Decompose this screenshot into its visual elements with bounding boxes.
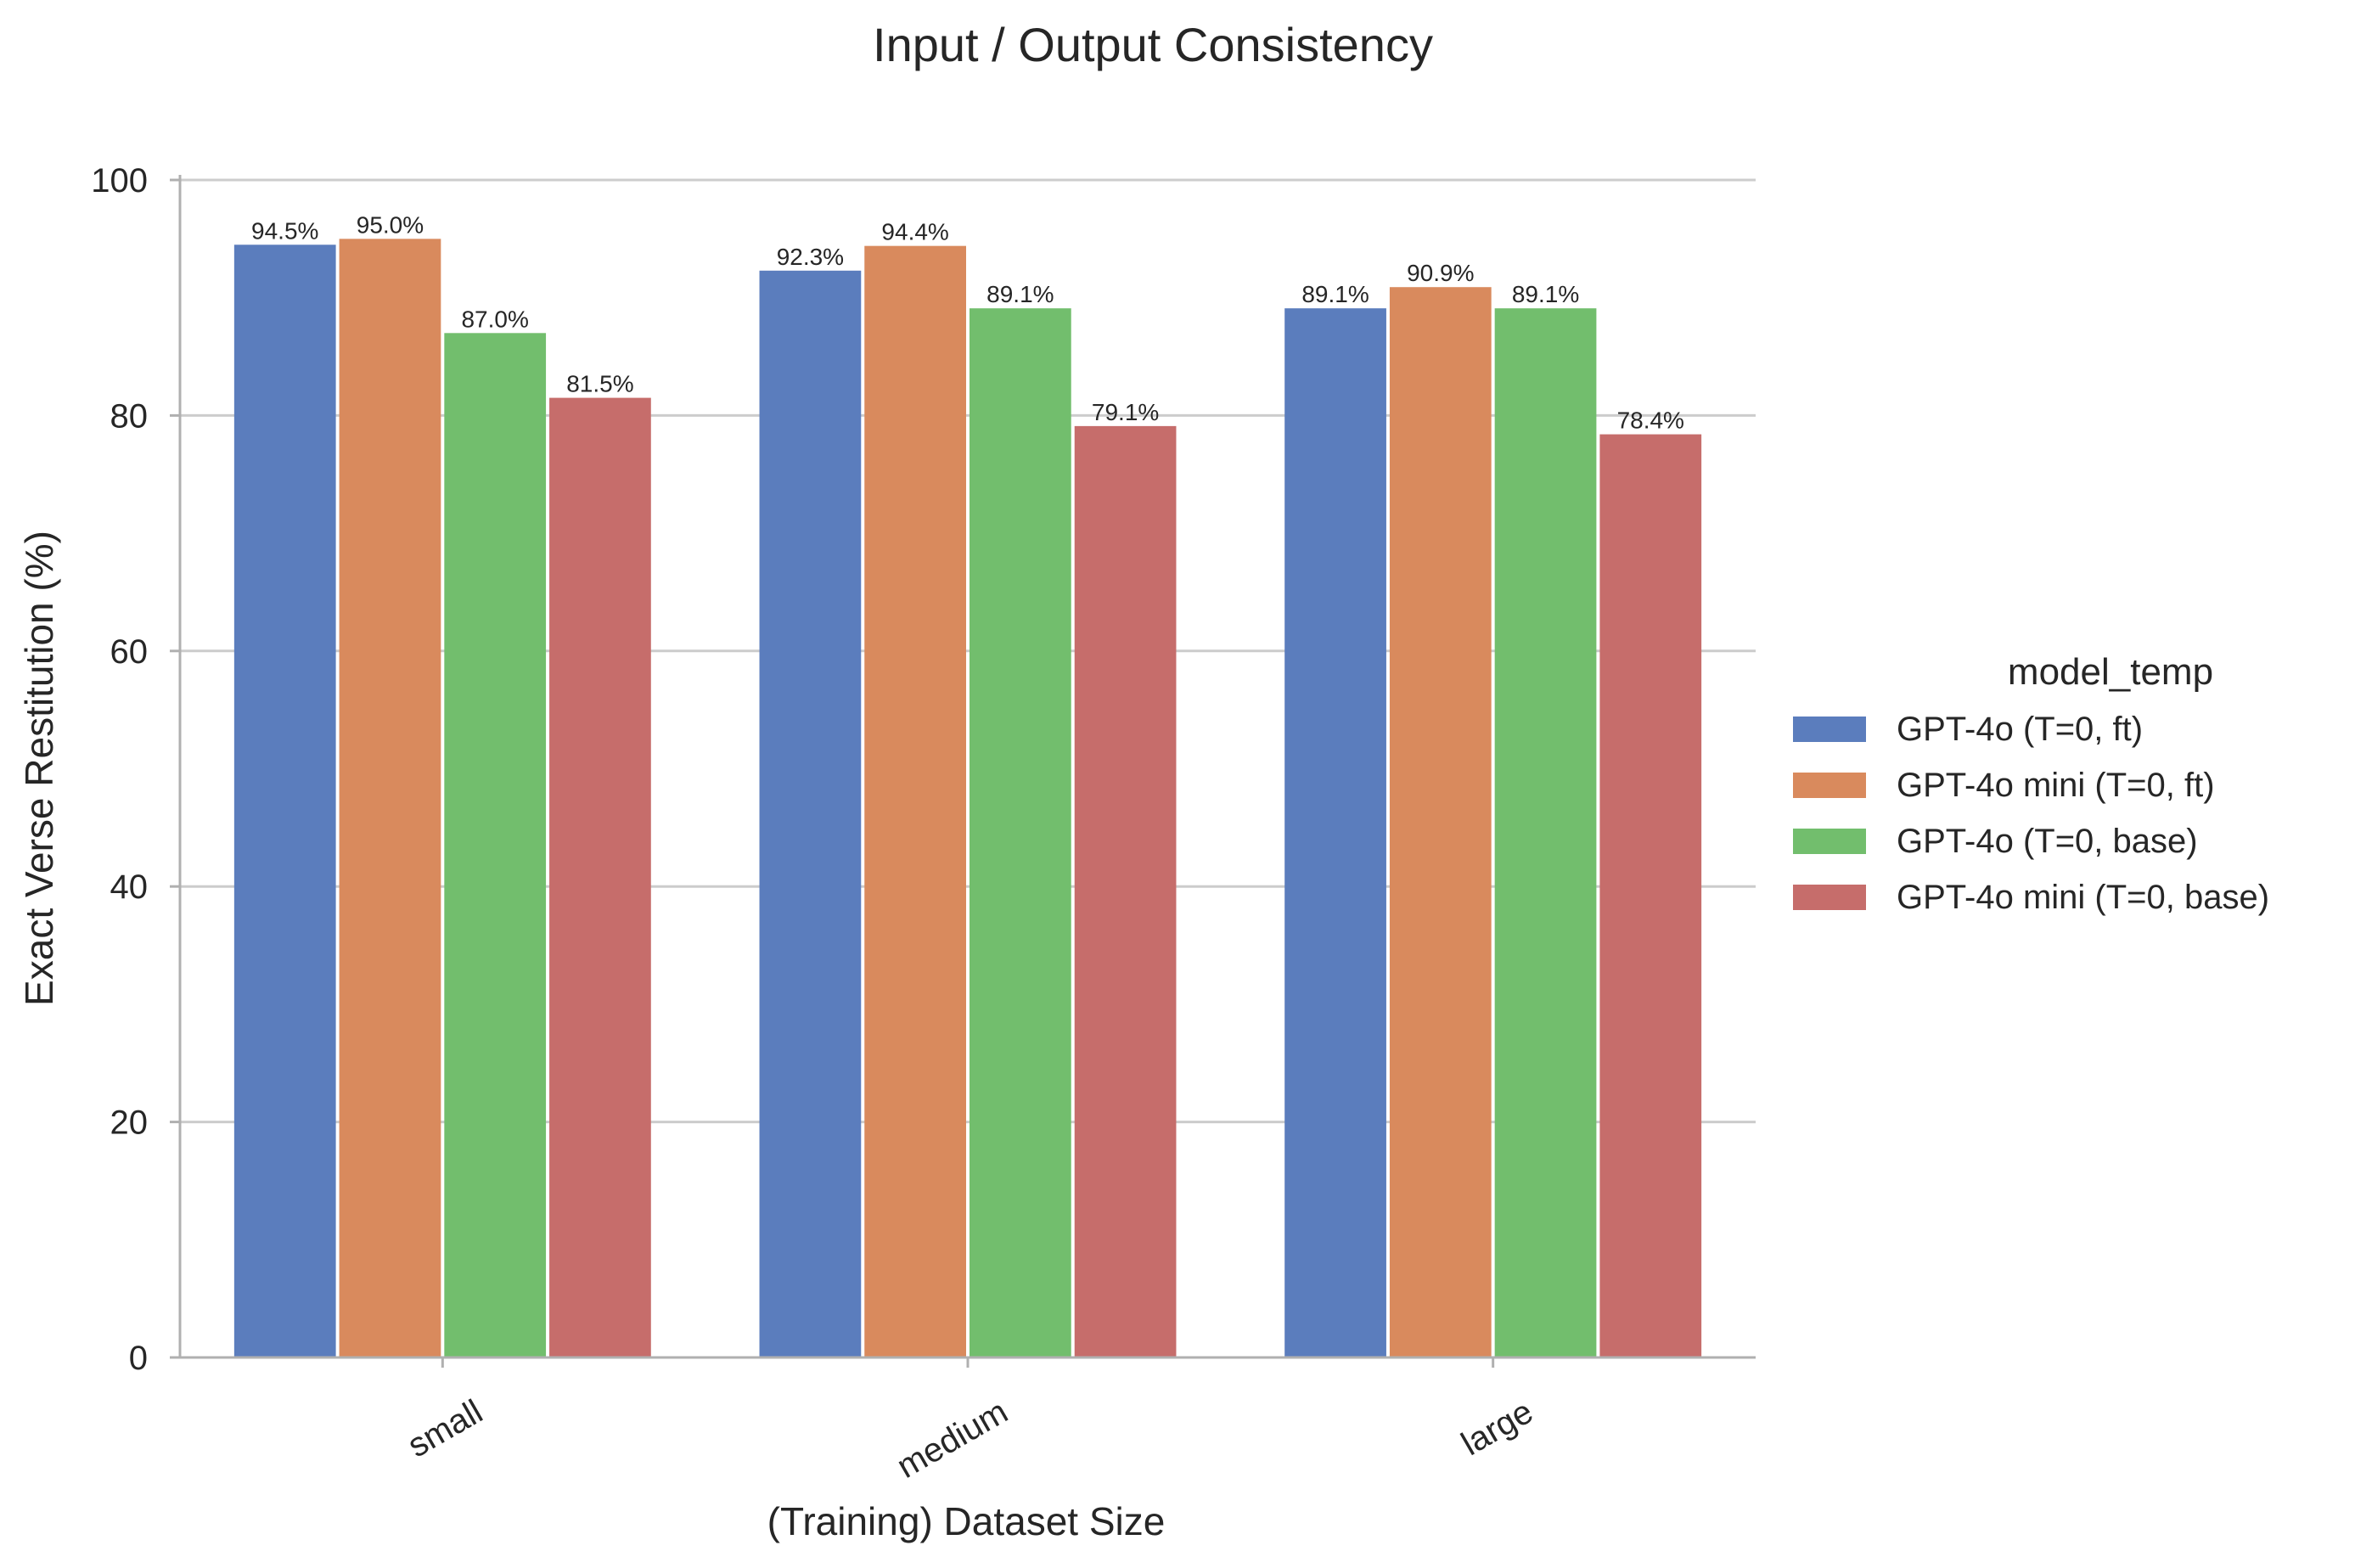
bar-value-label: 89.1%	[1512, 281, 1579, 307]
bar	[1389, 287, 1492, 1357]
x-tick-label: large	[1455, 1393, 1539, 1464]
legend-swatch	[1793, 773, 1866, 798]
bars	[233, 239, 1702, 1358]
bar-value-label: 94.5%	[251, 217, 318, 244]
y-tick-label: 80	[110, 397, 149, 435]
bar-value-label: 89.1%	[1301, 281, 1369, 307]
bar-labels: 94.5% 95.0% 87.0% 81.5% 92.3% 94.4% 89.1% 79.1%…	[251, 211, 1684, 433]
x-axis-label: (Training) Dataset Size	[767, 1499, 1166, 1543]
bar	[339, 239, 441, 1358]
bar	[1599, 434, 1702, 1357]
bar-value-label: 78.4%	[1617, 407, 1684, 434]
x-tick-label: small	[402, 1393, 489, 1465]
bar	[1284, 308, 1386, 1358]
legend-label: GPT-4o mini (T=0, base)	[1897, 879, 2269, 916]
bar-value-label: 90.9%	[1407, 260, 1474, 286]
y-tick-label: 100	[91, 162, 148, 200]
legend-swatch	[1793, 717, 1866, 742]
bar	[759, 270, 862, 1357]
x-tick-label: medium	[891, 1393, 1014, 1486]
y-tick-label: 0	[129, 1340, 148, 1377]
bar	[970, 308, 1071, 1358]
legend-label: GPT-4o (T=0, base)	[1897, 823, 2198, 860]
bar-value-label: 81.5%	[566, 371, 633, 397]
chart-title: Input / Output Consistency	[873, 18, 1433, 71]
bar-value-label: 79.1%	[1092, 399, 1159, 425]
legend-label: GPT-4o (T=0, ft)	[1897, 711, 2143, 748]
bar	[1494, 308, 1597, 1358]
y-tick-labels: 0 20 40 60 80 100	[91, 162, 180, 1377]
y-tick-label: 60	[110, 633, 149, 671]
bar	[549, 397, 651, 1358]
bar-value-label: 89.1%	[986, 281, 1054, 307]
bar-value-label: 92.3%	[777, 244, 844, 270]
bar-value-label: 95.0%	[357, 211, 424, 238]
legend-swatch	[1793, 829, 1866, 854]
bar	[444, 333, 547, 1357]
y-tick-label: 40	[110, 868, 149, 906]
legend-swatch	[1793, 885, 1866, 910]
y-tick-label: 20	[110, 1104, 149, 1142]
bar	[864, 245, 966, 1357]
x-tick-labels: small medium large	[402, 1357, 1539, 1486]
grid-lines	[180, 178, 1756, 1124]
legend-title: model_temp	[2008, 651, 2213, 693]
bar	[233, 244, 336, 1357]
bar	[1074, 425, 1177, 1357]
legend: model_temp GPT-4o (T=0, ft) GPT-4o mini (…	[1793, 651, 2269, 916]
y-axis-label: Exact Verse Restitution (%)	[17, 531, 61, 1006]
legend-label: GPT-4o mini (T=0, ft)	[1897, 767, 2215, 804]
bar-value-label: 87.0%	[461, 306, 528, 332]
bar-value-label: 94.4%	[881, 219, 948, 245]
